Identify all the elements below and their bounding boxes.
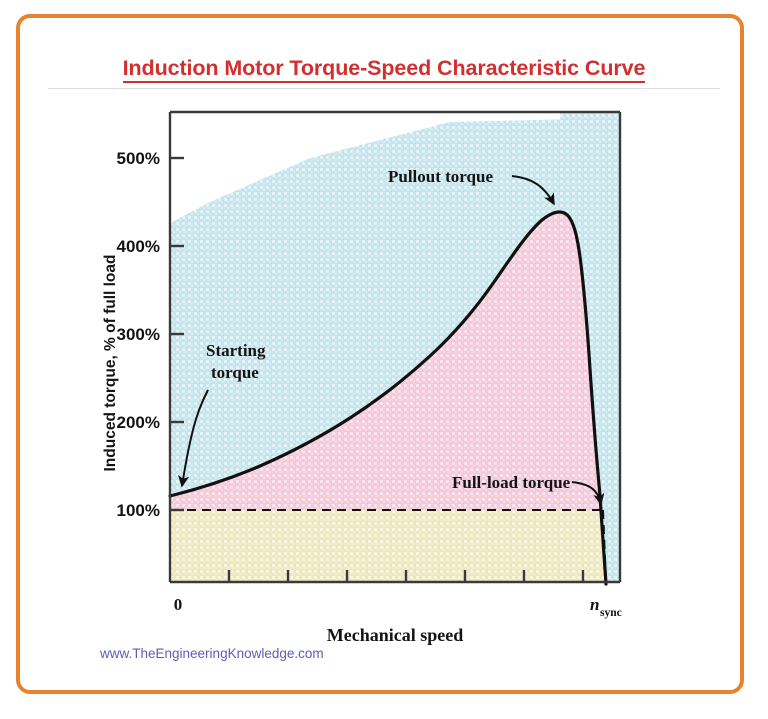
- poster-frame: Induction Motor Torque-Speed Characteris…: [16, 14, 744, 694]
- annotation-starting-torque-line1: Starting: [206, 341, 266, 360]
- title-divider: [48, 88, 720, 89]
- y-axis-ticks: [170, 156, 184, 512]
- annotation-starting-torque-line2: torque: [211, 363, 259, 382]
- x-axis-ticks: [227, 570, 585, 582]
- x-tick-label-nsync-base: n: [590, 595, 599, 614]
- region-below-full-load: [170, 510, 606, 582]
- annotation-starting-torque-arrow: [178, 389, 209, 488]
- annotation-full-load-torque-text: Full-load torque: [452, 473, 571, 492]
- y-tick-label-500: 500%: [117, 149, 160, 168]
- annotation-full-load-torque-arrow: [571, 481, 605, 506]
- y-axis-tick-labels: 500% 400% 300% 200% 100%: [117, 149, 160, 520]
- annotation-pullout-torque: Pullout torque: [388, 167, 555, 206]
- x-axis-label: Mechanical speed: [327, 625, 464, 645]
- y-tick-label-200: 200%: [117, 413, 160, 432]
- y-tick-label-100: 100%: [117, 501, 160, 520]
- torque-speed-curve: [168, 210, 608, 586]
- region-top-white-gap: [170, 112, 620, 223]
- annotation-pullout-torque-text: Pullout torque: [388, 167, 493, 186]
- x-tick-label-nsync-sub: sync: [600, 607, 622, 619]
- page-title: Induction Motor Torque-Speed Characteris…: [20, 56, 748, 83]
- x-tick-label-nsync: n sync: [590, 595, 622, 619]
- annotation-starting-torque: Starting torque: [178, 341, 266, 488]
- y-axis-label: Induced torque, % of full load: [102, 255, 119, 472]
- plot-frame: [168, 110, 622, 584]
- annotation-full-load-torque: Full-load torque: [452, 473, 605, 506]
- page-title-text: Induction Motor Torque-Speed Characteris…: [122, 56, 645, 83]
- torque-speed-chart: 500% 400% 300% 200% 100% 0 n sync Mechan…: [102, 110, 622, 645]
- y-tick-label-400: 400%: [117, 237, 160, 256]
- x-tick-label-zero: 0: [174, 595, 183, 614]
- y-tick-label-300: 300%: [117, 325, 160, 344]
- footer-url[interactable]: www.TheEngineeringKnowledge.com: [100, 646, 324, 661]
- annotation-pullout-torque-arrow: [511, 175, 555, 206]
